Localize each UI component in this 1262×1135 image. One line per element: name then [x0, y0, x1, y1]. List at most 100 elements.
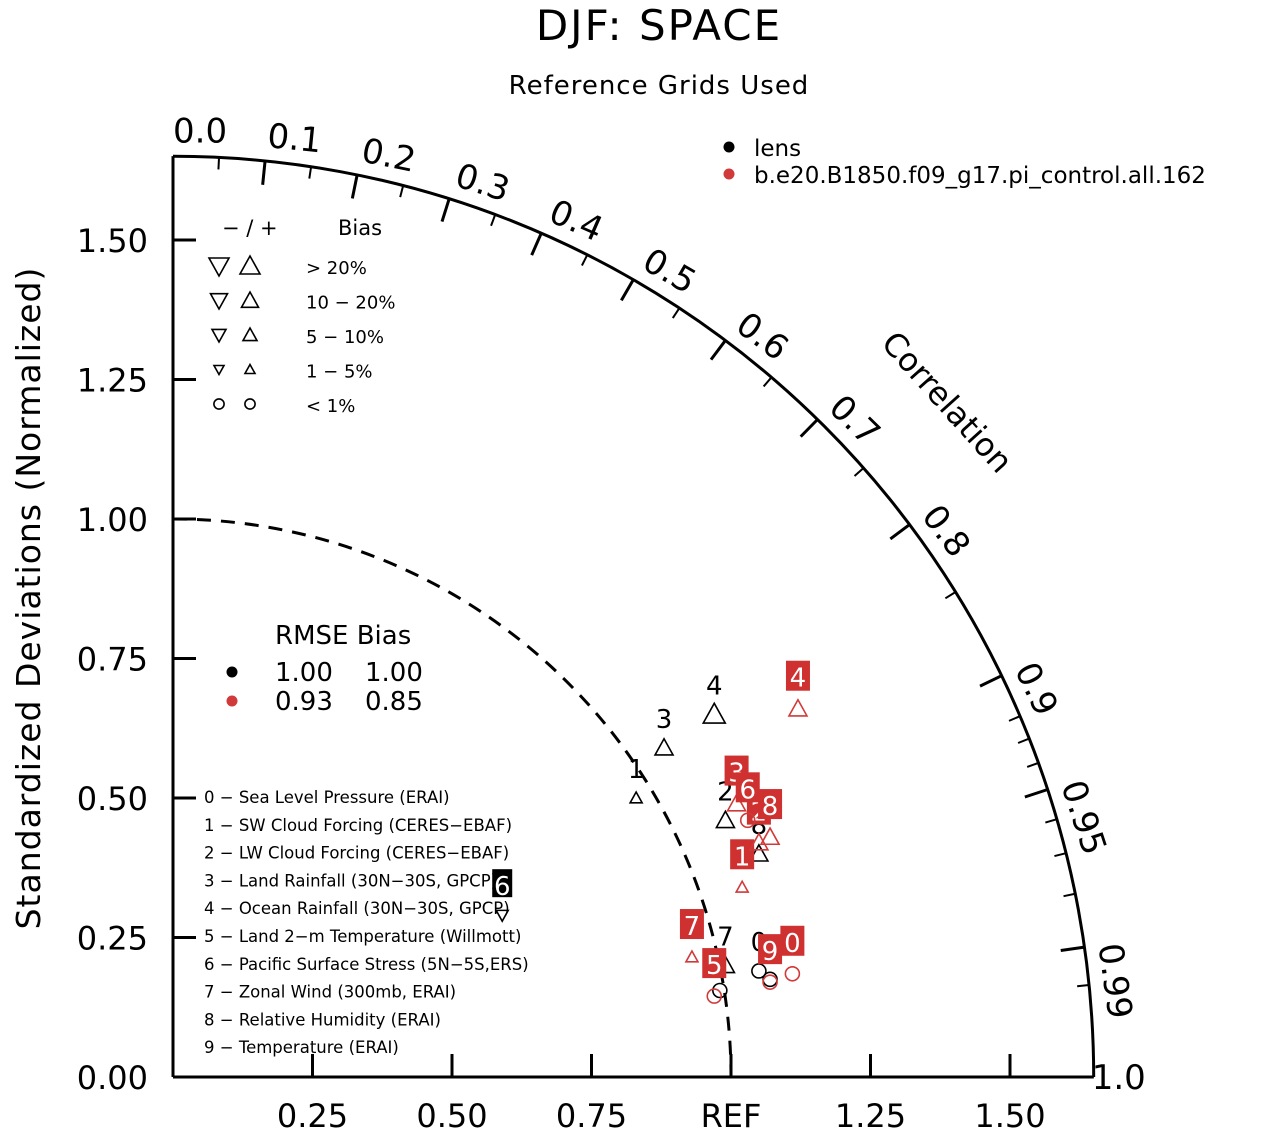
legend-label: b.e20.B1850.f09_g17.pi_control.all.162	[754, 163, 1206, 189]
data-point-marker	[748, 843, 770, 862]
corr-minor-tick	[1063, 892, 1076, 898]
variable-list-item: 6 − Pacific Surface Stress (5N−5S,ERS)	[204, 955, 529, 974]
data-point-marker	[712, 982, 728, 999]
variable-list-item: 4 − Ocean Rainfall (30N−30S, GPCP)	[204, 899, 510, 918]
corr-tick	[979, 674, 1003, 688]
corr-tick-label: 0.2	[358, 131, 419, 181]
data-point-marker	[748, 831, 770, 851]
data-point-marker	[787, 698, 809, 717]
data-point-label: 4	[706, 671, 723, 701]
corr-tick	[620, 278, 635, 302]
data-point-marker	[784, 965, 801, 982]
bias-value: 0.85	[365, 687, 423, 717]
corr-tick	[799, 418, 819, 438]
data-point-label-box	[780, 925, 805, 956]
data-point-marker	[684, 949, 700, 963]
bias-legend-marker	[240, 290, 260, 309]
data-point-label-box	[758, 789, 783, 820]
data-point-label: 7	[684, 912, 701, 942]
x-tick-label: 0.50	[416, 1097, 487, 1135]
data-marks: 01234567890123456789	[492, 660, 810, 1004]
axes: 0.000.250.500.751.001.251.500.25 0.50 0.75…	[77, 111, 1146, 1135]
corr-tick	[1060, 945, 1085, 952]
corr-minor-tick	[944, 591, 957, 600]
chart-title: DJF: SPACE	[536, 1, 782, 50]
corr-tick-label: 0.4	[543, 192, 609, 250]
rmse-table-header: RMSE Bias	[275, 621, 411, 651]
legends: lensb.e20.B1850.f09_g17.pi_control.all.1…	[204, 136, 1206, 1057]
data-point-label: 4	[790, 664, 807, 694]
corr-minor-tick	[671, 307, 681, 319]
corr-tick-label: 0.1	[266, 116, 324, 161]
data-point-label-box	[785, 660, 810, 691]
data-point-marker	[653, 737, 675, 756]
corr-minor-tick	[217, 157, 221, 170]
data-point-label: 0	[784, 929, 801, 959]
data-point-label-box	[492, 869, 513, 898]
y-tick-label: 1.00	[77, 501, 148, 539]
data-point-marker	[706, 988, 723, 1004]
data-point-label-box	[702, 948, 727, 979]
data-point-label: 6	[739, 775, 756, 805]
corr-tick-label: 0.99	[1089, 941, 1139, 1022]
y-tick-label: 1.50	[77, 222, 148, 260]
data-point-label-box	[758, 934, 783, 965]
y-tick-label: 0.50	[77, 780, 148, 818]
corr-tick	[440, 198, 451, 223]
data-point-label: 9	[762, 937, 779, 967]
data-point-label: 1	[734, 842, 751, 872]
bias-legend-marker	[244, 398, 256, 410]
variable-list-item: 3 − Land Rainfall (30N−30S, GPCP)	[204, 871, 497, 890]
x-tick-label: 0.75	[556, 1097, 627, 1135]
corr-tick-label: 0.95	[1052, 775, 1114, 859]
y-tick-label: 1.25	[77, 362, 148, 400]
bias-legend-marker	[209, 292, 229, 311]
data-point-label-box	[730, 839, 755, 870]
corr-minor-tick	[399, 185, 405, 198]
corr-minor-tick	[1008, 715, 1021, 722]
bias-legend-label: 5 − 10%	[306, 327, 384, 348]
bias-legend-label: > 20%	[306, 258, 367, 279]
y-tick-label: 0.00	[77, 1059, 148, 1097]
bias-legend-marker	[210, 328, 228, 344]
corr-minor-tick	[1045, 818, 1058, 824]
bias-legend-label: 1 − 5%	[306, 362, 373, 383]
variable-list-item: 2 − LW Cloud Forcing (CERES−EBAF)	[204, 844, 509, 863]
data-point-marker	[734, 879, 750, 893]
chart-subtitle: Reference Grids Used	[509, 71, 810, 101]
variable-list-item: 9 − Temperature (ERAI)	[204, 1038, 399, 1057]
corr-tick-label: 0.8	[914, 498, 978, 565]
corr-minor-tick	[308, 166, 313, 179]
data-point-marker	[726, 792, 747, 812]
bias-legend-marker	[207, 257, 231, 278]
data-point-label-box	[735, 772, 760, 803]
rmse-table-swatch	[226, 666, 238, 678]
bias-legend-marker	[213, 398, 225, 410]
data-point-marker	[759, 826, 781, 846]
y-axis-label: Standardized Deviations (Normalized)	[9, 267, 48, 930]
legend-label: lens	[754, 136, 801, 162]
bias-value: 1.00	[365, 658, 423, 688]
ref-label: REF	[701, 1097, 762, 1135]
data-point-marker	[494, 909, 510, 923]
x-tick-label: 1.25	[835, 1097, 906, 1135]
corr-tick	[709, 339, 727, 361]
variable-list-item: 5 − Land 2−m Temperature (Willmott)	[204, 927, 521, 946]
corr-tick	[530, 232, 543, 256]
x-tick-label: 1.50	[974, 1097, 1045, 1135]
y-tick-label: 0.75	[77, 641, 148, 679]
data-point-label: 7	[717, 922, 734, 952]
data-point-marker	[739, 812, 756, 829]
data-point-marker	[715, 809, 736, 829]
bias-legend-header: Bias	[338, 216, 382, 240]
corr-minor-tick	[1017, 737, 1030, 744]
data-point-label: 5	[706, 951, 723, 981]
corr-tick	[261, 160, 267, 185]
data-point-marker	[628, 790, 644, 804]
corr-tick-label: 0.0	[173, 111, 227, 151]
corr-minor-tick	[1026, 761, 1039, 768]
corr-tick	[1024, 788, 1049, 799]
data-point-label: 8	[762, 792, 779, 822]
corr-minor-tick	[1077, 984, 1090, 988]
